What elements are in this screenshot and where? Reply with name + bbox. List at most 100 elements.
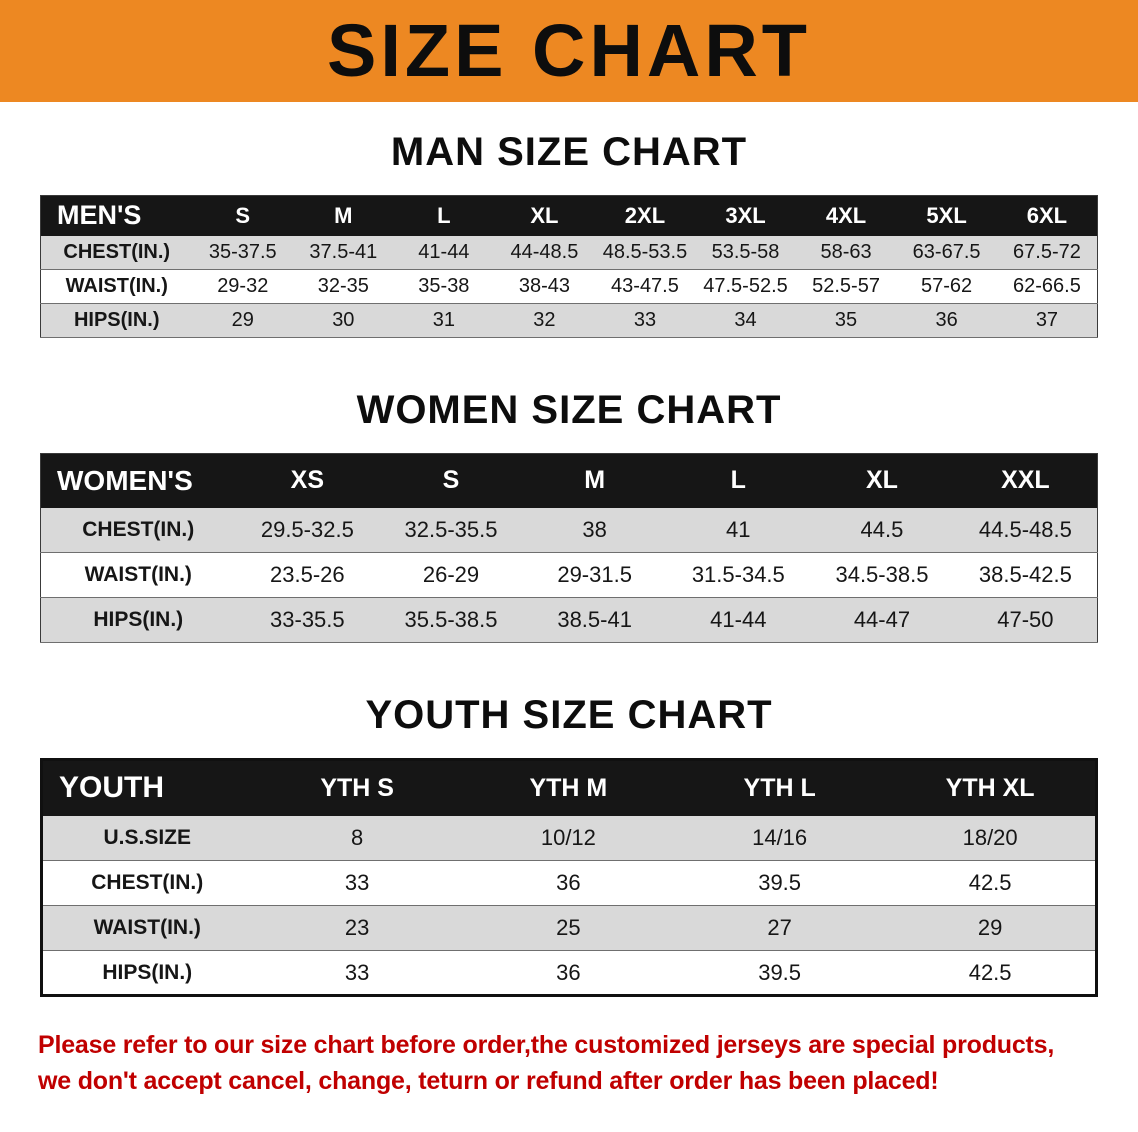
- value-cell: 23: [344, 915, 370, 940]
- value-cell: 18/20: [962, 824, 1018, 850]
- table-row: CHEST(IN.) 35-37.5 37.5-41 41-44 44-48.5 48.5…: [40, 235, 1098, 270]
- measure-label-cell: WAIST(IN.): [93, 916, 201, 939]
- value-cell: 33: [633, 309, 657, 331]
- table-row: U.S.SIZE 8 10/12 14/16 18/20: [41, 815, 1097, 861]
- value-cell: 29: [977, 915, 1003, 940]
- size-header-cell: M: [584, 466, 606, 495]
- youth-section-title: YOUTH SIZE CHART: [365, 693, 773, 737]
- value-cell: 44.5-48.5: [978, 516, 1072, 542]
- measure-label-cell: WAIST(IN.): [84, 563, 192, 586]
- value-cell: 27: [767, 915, 792, 940]
- measure-label-cell: CHEST(IN.): [91, 871, 204, 894]
- value-cell: 33: [344, 870, 370, 895]
- value-cell: 35: [834, 309, 858, 331]
- value-cell: 67.5-72: [1013, 240, 1081, 263]
- table-row: WAIST(IN.) 23.5-26 26-29 29-31.5 31.5-34.5 34…: [40, 552, 1098, 598]
- table-title-cell: WOMEN'S: [57, 464, 193, 496]
- value-cell: 29-31.5: [557, 562, 632, 587]
- table-row: HIPS(IN.) 29 30 31 32 33 34 35 36 37: [40, 303, 1098, 338]
- value-cell: 35-38: [418, 275, 470, 297]
- table-title-cell: YOUTH: [59, 771, 164, 805]
- value-cell: 39.5: [758, 959, 802, 985]
- women-size-table: WOMEN'S XS S M L XL XXL CHEST(IN.) 29.5-32.5 32.5…: [40, 453, 1098, 643]
- table-row: WAIST(IN.) 29-32 32-35 35-38 38-43 43-47.5 47.…: [40, 269, 1098, 304]
- value-cell: 32: [533, 309, 556, 331]
- table-row: HIPS(IN.) 33-35.5 35.5-38.5 38.5-41 41-44 44-…: [40, 597, 1098, 643]
- value-cell: 41: [726, 516, 751, 542]
- value-cell: 36: [935, 309, 958, 331]
- size-header-cell: YTH M: [529, 773, 608, 802]
- page-title: SIZE CHART: [327, 9, 811, 92]
- table-header-row: YOUTH YTH S YTH M YTH L YTH XL: [41, 759, 1097, 816]
- value-cell: 30: [332, 309, 355, 331]
- size-header-cell: 4XL: [825, 202, 867, 228]
- value-cell: 10/12: [540, 824, 596, 850]
- value-cell: 36: [556, 959, 581, 985]
- value-cell: 34.5-38.5: [835, 562, 929, 587]
- value-cell: 41-44: [710, 607, 767, 632]
- value-cell: 47.5-52.5: [703, 275, 788, 297]
- measure-label-cell: U.S.SIZE: [103, 825, 192, 849]
- value-cell: 38.5-41: [557, 607, 632, 632]
- table-header-row: MEN'S S M L XL 2XL 3XL 4XL 5XL 6XL: [40, 195, 1098, 236]
- men-section-title: MAN SIZE CHART: [390, 130, 748, 174]
- size-header-cell: XXL: [1001, 466, 1050, 495]
- size-header-cell: 6XL: [1026, 202, 1068, 228]
- table-header-row: WOMEN'S XS S M L XL XXL: [40, 453, 1098, 508]
- size-header-cell: S: [235, 202, 251, 228]
- men-size-section: MAN SIZE CHART MEN'S S M L XL 2XL 3XL 4XL 5XL 6XL…: [0, 130, 1138, 338]
- value-cell: 33: [344, 959, 370, 985]
- measure-label-cell: HIPS(IN.): [102, 960, 193, 984]
- size-header-cell: M: [334, 202, 353, 228]
- value-cell: 29-32: [217, 275, 269, 297]
- value-cell: 37.5-41: [309, 240, 378, 263]
- value-cell: 62-66.5: [1013, 275, 1081, 297]
- value-cell: 31.5-34.5: [691, 562, 785, 587]
- size-header-cell: 2XL: [624, 202, 666, 228]
- value-cell: 48.5-53.5: [602, 240, 688, 263]
- value-cell: 38: [582, 516, 607, 542]
- value-cell: 36: [556, 870, 581, 895]
- value-cell: 35-37.5: [208, 240, 277, 263]
- size-header-cell: XL: [865, 466, 898, 495]
- size-header-cell: YTH S: [320, 773, 394, 802]
- value-cell: 8: [351, 824, 364, 850]
- value-cell: 47-50: [997, 607, 1054, 632]
- size-header-cell: S: [442, 466, 460, 495]
- value-cell: 32-35: [317, 275, 369, 297]
- value-cell: 44.5: [860, 516, 904, 542]
- value-cell: 42.5: [968, 959, 1012, 985]
- table-row: WAIST(IN.) 23 25 27 29: [41, 905, 1097, 951]
- table-row: CHEST(IN.) 29.5-32.5 32.5-35.5 38 41 44.5 44.5…: [40, 507, 1098, 553]
- value-cell: 29: [231, 309, 254, 331]
- value-cell: 14/16: [752, 824, 808, 850]
- disclaimer-line-2: we don't accept cancel, change, teturn o…: [38, 1067, 939, 1096]
- value-cell: 42.5: [968, 870, 1012, 895]
- measure-label-cell: WAIST(IN.): [65, 275, 168, 297]
- men-size-table: MEN'S S M L XL 2XL 3XL 4XL 5XL 6XL CHEST(IN.) 35-37…: [40, 195, 1098, 338]
- measure-label-cell: CHEST(IN.): [63, 240, 171, 263]
- value-cell: 57-62: [921, 275, 973, 297]
- value-cell: 63-67.5: [912, 240, 981, 263]
- size-chart-banner: SIZE CHART: [0, 0, 1138, 102]
- size-header-cell: YTH XL: [945, 773, 1035, 802]
- women-section-title: WOMEN SIZE CHART: [356, 388, 782, 432]
- women-size-section: WOMEN SIZE CHART WOMEN'S XS S M L XL XXL CHEST(…: [0, 388, 1138, 643]
- table-title-cell: MEN'S: [57, 200, 142, 231]
- size-header-cell: YTH L: [743, 773, 816, 802]
- value-cell: 41-44: [418, 240, 470, 263]
- value-cell: 26-29: [422, 562, 480, 587]
- value-cell: 23.5-26: [270, 562, 345, 587]
- size-header-cell: L: [730, 466, 746, 495]
- disclaimer-line-1: Please refer to our size chart before or…: [38, 1031, 1055, 1059]
- disclaimer-text: Please refer to our size chart before or…: [38, 1027, 1118, 1100]
- measure-label-cell: CHEST(IN.): [82, 517, 195, 541]
- youth-size-table: YOUTH YTH S YTH M YTH L YTH XL U.S.SIZE 8 10/12…: [40, 758, 1098, 997]
- value-cell: 31: [432, 309, 455, 331]
- size-header-cell: XL: [530, 202, 559, 228]
- value-cell: 52.5-57: [812, 275, 880, 297]
- value-cell: 58-63: [820, 240, 872, 263]
- table-row: HIPS(IN.) 33 36 39.5 42.5: [41, 950, 1097, 996]
- value-cell: 43-47.5: [611, 275, 679, 297]
